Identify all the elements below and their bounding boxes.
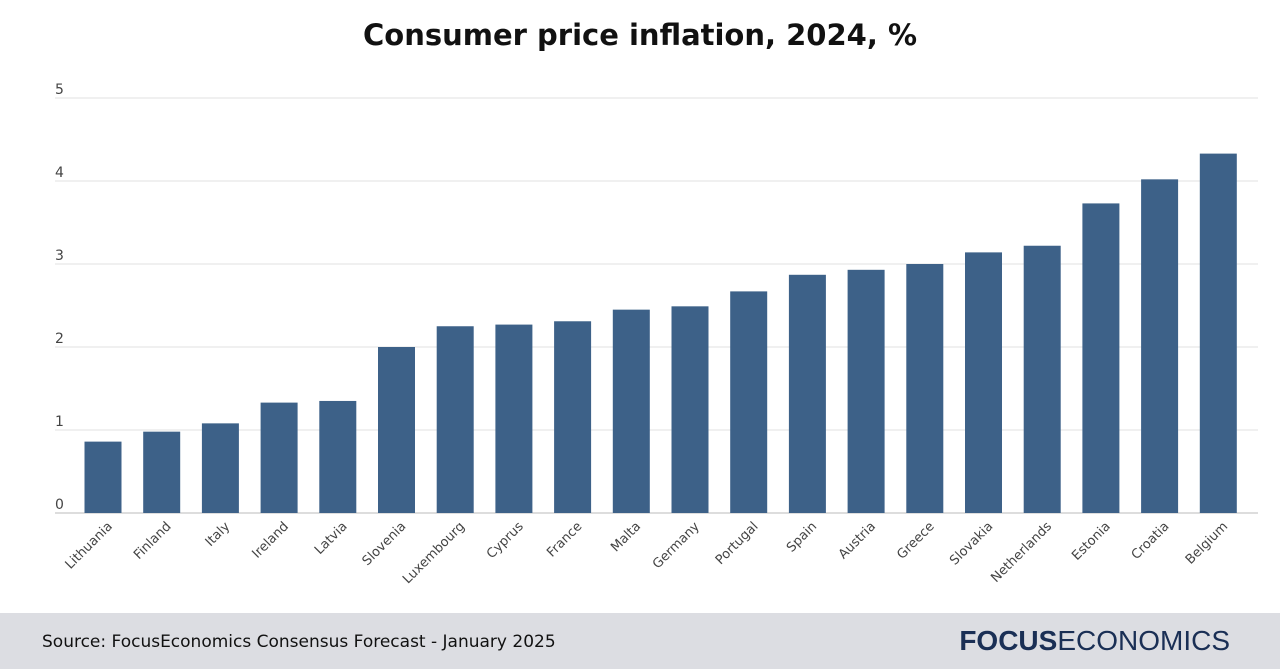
- x-tick-label: France: [544, 519, 585, 560]
- x-tick-label: Spain: [784, 519, 820, 555]
- x-tick-label: Belgium: [1183, 519, 1231, 567]
- x-tick-label: Malta: [608, 519, 644, 555]
- x-tick-label: Germany: [650, 519, 703, 572]
- bar: [554, 321, 592, 513]
- x-tick-label: Cyprus: [484, 519, 527, 562]
- x-tick-label: Lithuania: [63, 519, 116, 572]
- bar: [1199, 153, 1237, 514]
- x-tick-label: Slovenia: [360, 519, 410, 569]
- y-tick-label: 0: [55, 497, 64, 513]
- y-tick-label: 2: [55, 331, 64, 347]
- x-tick-label: Croatia: [1129, 519, 1173, 563]
- bar: [378, 347, 415, 513]
- y-tick-label: 1: [55, 414, 64, 430]
- bar: [201, 423, 239, 513]
- bar: [730, 291, 768, 513]
- bar: [319, 400, 357, 513]
- bar: [965, 252, 1002, 513]
- x-tick-label: Latvia: [312, 519, 351, 558]
- x-tick-label: Greece: [894, 519, 937, 562]
- y-tick-label: 4: [55, 165, 64, 181]
- x-tick-label: Estonia: [1069, 519, 1113, 563]
- logo-bold: FOCUS: [959, 625, 1058, 656]
- bar: [788, 274, 826, 513]
- bar: [1141, 179, 1179, 513]
- source-note: Source: FocusEconomics Consensus Forecas…: [42, 632, 556, 652]
- x-tick-label: Slovakia: [947, 519, 996, 568]
- bar: [436, 326, 474, 513]
- bar: [495, 324, 533, 513]
- bar: [847, 269, 885, 513]
- bar: [260, 402, 298, 513]
- bar: [906, 264, 944, 513]
- x-tick-label: Finland: [131, 519, 174, 562]
- bar: [1023, 245, 1061, 514]
- y-tick-label: 5: [55, 82, 64, 98]
- footer: Source: FocusEconomics Consensus Forecas…: [0, 613, 1280, 669]
- x-tick-label: Ireland: [250, 519, 292, 561]
- x-tick-label: Italy: [203, 519, 234, 550]
- bar: [612, 309, 650, 513]
- bar-chart: 0 1 2 3 4 5 Lithuania Finland Italy Ireland Latvia…: [55, 82, 1258, 587]
- chart-title: Consumer price inflation, 2024, %: [362, 18, 918, 52]
- x-tick-label: Austria: [836, 519, 879, 562]
- focuseconomics-logo: FOCUSECONOMICS: [959, 625, 1230, 657]
- x-tick-label: Netherlands: [988, 519, 1055, 586]
- bar: [143, 431, 181, 513]
- bar: [1082, 203, 1120, 513]
- bar: [84, 441, 122, 513]
- x-tick-label: Portugal: [713, 519, 762, 568]
- bar: [671, 306, 709, 513]
- x-tick-label: Luxembourg: [400, 519, 468, 587]
- y-tick-label: 3: [55, 248, 64, 264]
- logo-light: ECONOMICS: [1057, 625, 1230, 656]
